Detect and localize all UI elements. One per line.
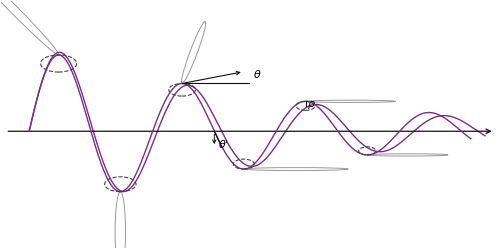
Text: θ': θ': [219, 140, 229, 150]
Text: θ: θ: [254, 70, 260, 80]
Text: ρ: ρ: [308, 99, 315, 109]
